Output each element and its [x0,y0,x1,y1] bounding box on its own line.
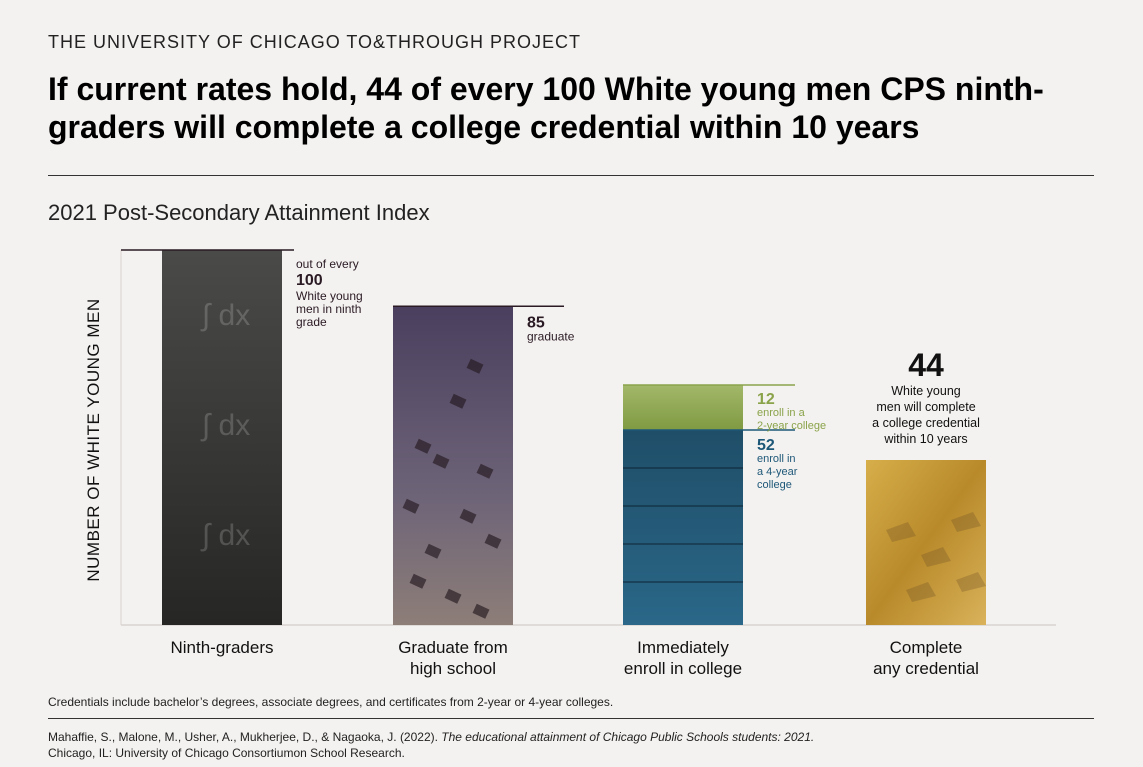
bar-ninth-graders-label-line: White young [296,289,363,303]
category-label: Immediately [637,638,729,657]
bar-ninth-graders-label-line: grade [296,315,327,329]
chalk-decoration: ∫ dx [200,409,250,442]
chalk-decoration: ∫ dx [200,519,250,552]
chalk-decoration: ∫ dx [200,299,250,332]
bar-ninth-graders-value: 100 [296,272,323,289]
bar-enroll-2-year-value: 12 [757,391,775,408]
category-label: Graduate from [398,638,508,657]
bar-enroll-4-year-value: 52 [757,437,775,454]
bar-complete-credential-label-line: within 10 years [883,432,967,446]
bar-enroll-4-year-label-line: a 4-year [757,466,798,478]
graduation-cap-decoration [402,498,420,514]
bar-enroll-4-year-label-line: enroll in [757,453,796,465]
graduation-cap-decoration [951,512,981,532]
graduation-cap-decoration [444,588,462,604]
bar-ninth-graders [162,250,282,625]
bar-graduate-label-line: graduate [527,329,575,343]
graduation-cap-decoration [424,543,442,559]
citation: Mahaffie, S., Malone, M., Usher, A., Muk… [48,729,814,761]
bar-enroll-2-year-label-line: enroll in a [757,407,806,419]
graduation-cap-decoration [432,453,450,469]
graduation-cap-decoration [921,547,951,567]
citation-title: The educational attainment of Chicago Pu… [441,730,815,744]
graduation-cap-decoration [414,438,432,454]
bar-complete-credential-value: 44 [908,347,944,383]
bar-complete-credential-label-line: men will complete [876,400,975,414]
graduation-cap-decoration [409,573,427,589]
bar-complete-credential [866,460,986,625]
graduation-cap-decoration [906,582,936,602]
graduation-cap-decoration [484,533,502,549]
category-label: Ninth-graders [171,638,274,657]
bar-enroll-2-year-label-line: 2-year college [757,420,826,432]
headline: If current rates hold, 44 of every 100 W… [48,71,1044,145]
chart-title: 2021 Post-Secondary Attainment Index [48,200,430,225]
category-label: high school [410,659,496,678]
graduation-cap-decoration [956,572,986,592]
category-label: enroll in college [624,659,742,678]
bar-graduate-value: 85 [527,314,545,331]
header-divider [48,175,1094,176]
graduation-cap-decoration [472,603,490,619]
graduation-cap-decoration [459,508,477,524]
graduation-cap-decoration [886,522,916,542]
bar-graduate [393,306,513,625]
graduation-cap-decoration [449,393,467,409]
chart-note: Credentials include bachelor’s degrees, … [48,695,614,709]
bar-enroll-4-year-label-line: college [757,479,792,491]
graduation-cap-decoration [476,463,494,479]
bar-enroll-2-year [623,385,743,430]
citation-publisher: Chicago, IL: University of Chicago Conso… [48,746,405,760]
org-name: THE UNIVERSITY OF CHICAGO TO&THROUGH PRO… [48,32,582,52]
citation-authors: Mahaffie, S., Malone, M., Usher, A., Muk… [48,730,442,744]
bar-ninth-graders-label-line: out of every [296,257,359,271]
graduation-cap-decoration [466,358,484,374]
category-label: any credential [873,659,979,678]
bar-enroll-4-year [623,430,743,625]
bar-complete-credential-label-line: White young [891,384,961,398]
category-label: Complete [890,638,963,657]
bar-ninth-graders-label-line: men in ninth [296,302,361,316]
bar-complete-credential-label-line: a college credential [872,416,980,430]
footer-divider [48,718,1094,719]
